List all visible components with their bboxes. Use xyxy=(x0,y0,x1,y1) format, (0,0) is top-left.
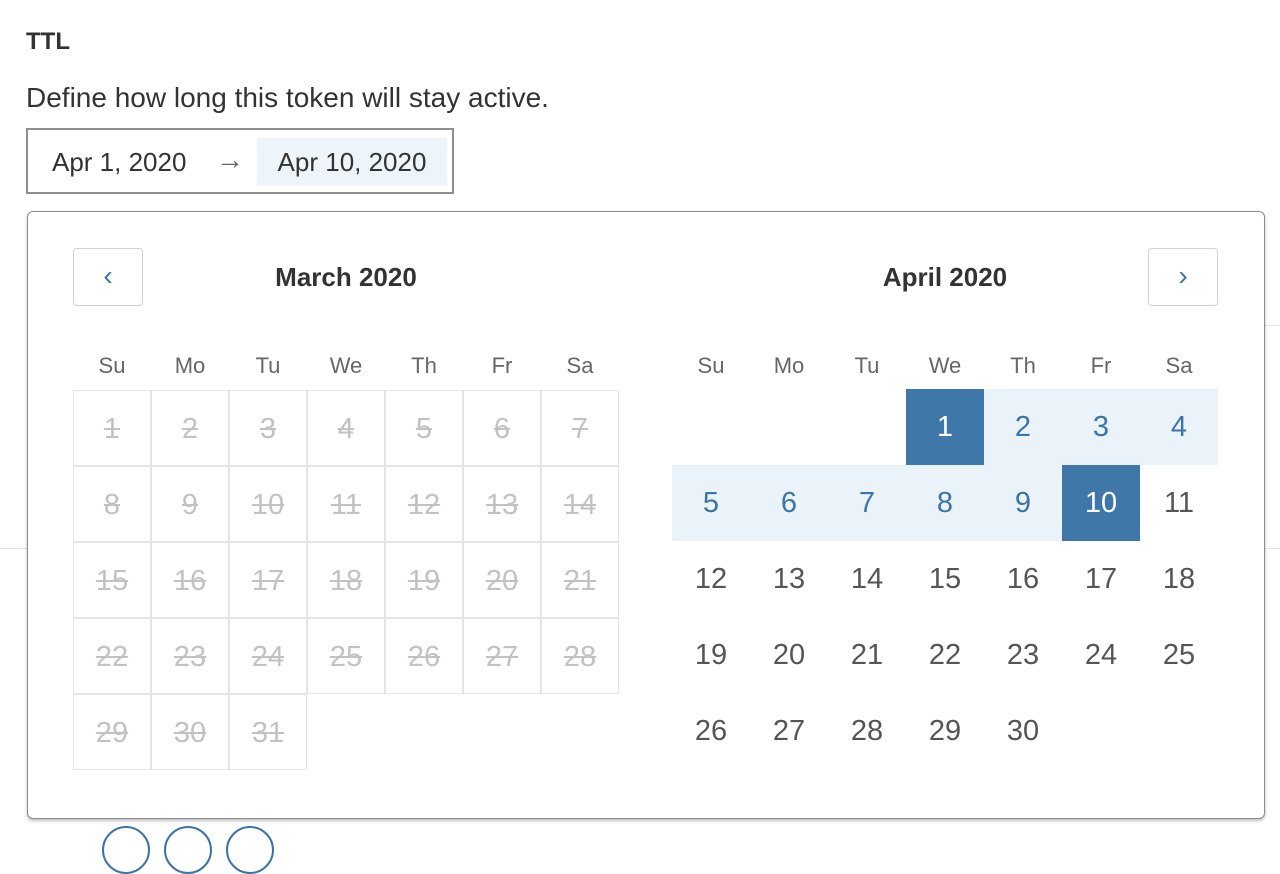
day-cell[interactable]: 28 xyxy=(850,715,884,747)
day-cell: 3 xyxy=(229,390,307,466)
start-date-field[interactable]: Apr 1, 2020 xyxy=(52,147,187,177)
day-cell: 31 xyxy=(229,694,307,770)
day-cell[interactable]: 11 xyxy=(1163,487,1195,519)
day-cell: 18 xyxy=(307,542,385,618)
section-title: TTL xyxy=(26,28,70,55)
calendar-popup: ‹ › March 2020 April 2020 Su Mo Tu We Th Fr Sa… xyxy=(27,211,1265,819)
day-cell[interactable]: 9 xyxy=(984,465,1062,541)
day-cell[interactable]: 27 xyxy=(772,715,806,747)
day-cell: 30 xyxy=(151,694,229,770)
day-cell[interactable]: 20 xyxy=(772,639,806,671)
day-cell[interactable]: 8 xyxy=(906,465,984,541)
weekday-header: Th xyxy=(1010,353,1036,378)
weekday-header: Sa xyxy=(566,353,594,378)
day-cell[interactable]: 25 xyxy=(1162,639,1196,671)
day-cell: 1 xyxy=(73,390,151,466)
day-cell: 23 xyxy=(151,618,229,694)
day-cell: 2 xyxy=(151,390,229,466)
day-cell: 8 xyxy=(73,466,151,542)
chevron-left-icon: ‹ xyxy=(103,260,113,291)
day-cell: 7 xyxy=(541,390,619,466)
day-cell: 6 xyxy=(463,390,541,466)
day-cell: 10 xyxy=(229,466,307,542)
weekday-header: Su xyxy=(697,353,725,378)
weekday-header: Su xyxy=(98,353,126,378)
month-title-april: April 2020 xyxy=(882,262,1008,292)
date-range-input[interactable]: Apr 1, 2020 → Apr 10, 2020 xyxy=(26,128,454,194)
section-description: Define how long this token will stay act… xyxy=(26,82,549,113)
chevron-right-icon: › xyxy=(1178,260,1188,291)
background-divider xyxy=(1265,325,1280,326)
day-cell: 9 xyxy=(151,466,229,542)
weekday-header: Fr xyxy=(1090,353,1112,378)
day-cell: 29 xyxy=(73,694,151,770)
day-cell: 28 xyxy=(541,618,619,694)
day-cell[interactable]: 7 xyxy=(828,465,906,541)
day-cell[interactable]: 1 xyxy=(906,389,984,465)
day-cell[interactable]: 6 xyxy=(750,465,828,541)
weekday-header: Tu xyxy=(255,353,281,378)
day-cell[interactable]: 24 xyxy=(1084,639,1118,671)
day-cell[interactable]: 3 xyxy=(1062,389,1140,465)
day-cell[interactable]: 19 xyxy=(694,639,728,671)
day-cell: 16 xyxy=(151,542,229,618)
day-cell: 20 xyxy=(463,542,541,618)
next-month-button[interactable]: › xyxy=(1148,248,1218,306)
weekday-header: Tu xyxy=(854,353,880,378)
day-cell[interactable]: 17 xyxy=(1084,563,1118,595)
arrow-right-icon: → xyxy=(216,144,244,175)
day-cell: 4 xyxy=(307,390,385,466)
prev-month-button[interactable]: ‹ xyxy=(73,248,143,306)
day-cell[interactable]: 23 xyxy=(1006,639,1040,671)
day-cell: 27 xyxy=(463,618,541,694)
weekday-header: Mo xyxy=(174,353,206,378)
day-cell: 13 xyxy=(463,466,541,542)
day-cell: 22 xyxy=(73,618,151,694)
weekday-header: Sa xyxy=(1165,353,1193,378)
day-cell[interactable]: 15 xyxy=(928,563,962,595)
background-circle-button xyxy=(102,826,150,874)
day-cell: 15 xyxy=(73,542,151,618)
day-cell[interactable]: 13 xyxy=(772,563,806,595)
weekday-header: Th xyxy=(411,353,437,378)
day-cell: 17 xyxy=(229,542,307,618)
day-cell: 26 xyxy=(385,618,463,694)
weekday-header: Mo xyxy=(773,353,805,378)
weekday-header: We xyxy=(928,353,962,378)
day-cell: 5 xyxy=(385,390,463,466)
day-cell[interactable]: 26 xyxy=(694,715,728,747)
day-cell[interactable]: 16 xyxy=(1006,563,1040,595)
end-date-field[interactable]: Apr 10, 2020 xyxy=(257,138,447,186)
day-cell[interactable]: 4 xyxy=(1140,389,1218,465)
day-cell: 25 xyxy=(307,618,385,694)
day-cell: 19 xyxy=(385,542,463,618)
day-cell[interactable]: 30 xyxy=(1006,715,1040,747)
month-title-march: March 2020 xyxy=(275,262,417,292)
day-cell[interactable]: 21 xyxy=(850,639,884,671)
day-cell: 12 xyxy=(385,466,463,542)
day-cell[interactable]: 14 xyxy=(850,563,884,595)
day-cell: 21 xyxy=(541,542,619,618)
day-cell[interactable]: 12 xyxy=(694,563,728,595)
day-cell[interactable]: 5 xyxy=(672,465,750,541)
day-cell: 11 xyxy=(307,466,385,542)
weekday-header: Fr xyxy=(491,353,513,378)
day-cell[interactable]: 22 xyxy=(928,639,962,671)
weekday-header: We xyxy=(329,353,363,378)
day-cell[interactable]: 29 xyxy=(928,715,962,747)
day-cell[interactable]: 18 xyxy=(1162,563,1196,595)
day-cell[interactable]: 2 xyxy=(984,389,1062,465)
day-cell[interactable]: 10 xyxy=(1062,465,1140,541)
background-circle-button xyxy=(226,826,274,874)
day-cell: 14 xyxy=(541,466,619,542)
background-circle-button xyxy=(164,826,212,874)
day-cell: 24 xyxy=(229,618,307,694)
